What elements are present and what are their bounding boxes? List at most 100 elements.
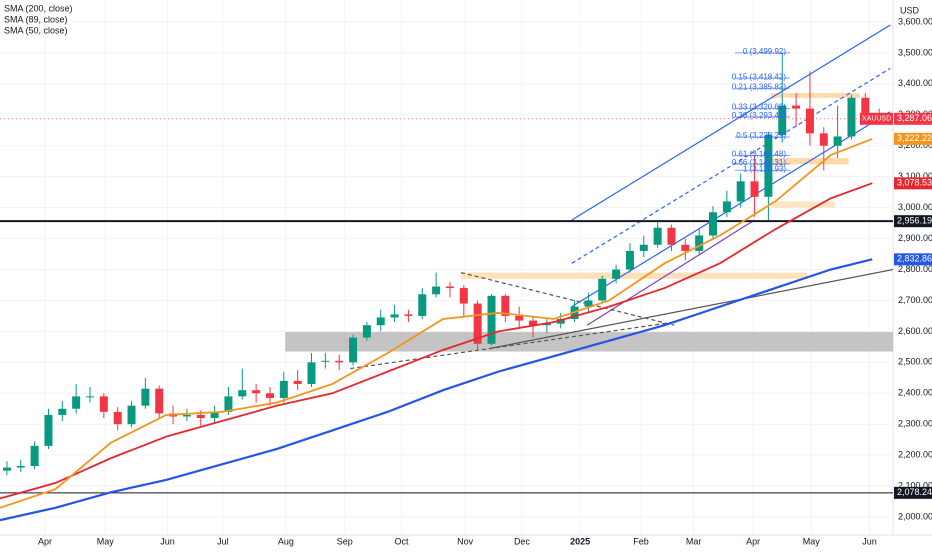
trend-line — [489, 268, 894, 350]
candle-body — [210, 411, 219, 419]
candle-body — [861, 97, 870, 115]
fib-label: 1 (3,120.93) — [743, 164, 786, 173]
price-tag — [894, 132, 932, 145]
candle-body — [293, 380, 302, 384]
zone — [771, 93, 860, 98]
candle-body — [612, 269, 621, 279]
candle-body — [44, 414, 53, 446]
candle-body — [182, 414, 191, 417]
candle-body — [625, 250, 634, 270]
price-tag — [894, 215, 932, 228]
symbol-tag-label: XAUUSD — [862, 116, 891, 123]
candle-body — [639, 244, 648, 251]
candle-body — [279, 380, 288, 398]
price-tag-label: 2,078.24 — [897, 487, 932, 497]
candle-body — [778, 105, 787, 135]
x-tick-label: Apr — [746, 536, 760, 546]
candle-body — [321, 360, 330, 362]
legend-entry: SMA (50, close) — [4, 25, 68, 35]
candle-body — [362, 325, 371, 338]
x-tick-label: 2025 — [570, 536, 590, 546]
candle-body — [722, 201, 731, 213]
candle-body — [113, 411, 122, 425]
candle-body — [390, 314, 399, 318]
x-tick-label: Aug — [278, 536, 294, 546]
fib-label: 0.66 (3,141.31) — [732, 158, 787, 167]
candle-body — [598, 278, 607, 301]
candle-body — [515, 315, 524, 321]
candle-body — [473, 303, 482, 344]
candle-body — [805, 108, 814, 134]
y-tick-label: 2,300.00 — [898, 419, 932, 429]
x-tick-label: May — [803, 536, 821, 546]
candle-body — [750, 181, 759, 197]
price-tag — [894, 177, 932, 190]
candle-body — [2, 467, 11, 471]
currency: USD — [900, 5, 920, 15]
zone — [285, 332, 894, 352]
y-tick-label: 2,100.00 — [898, 480, 932, 490]
y-tick-label: 2,700.00 — [898, 295, 932, 305]
trend-line — [350, 321, 675, 370]
y-tick-label: 3,200.00 — [898, 140, 932, 150]
candle-body — [72, 396, 81, 409]
trend-line — [460, 272, 675, 326]
symbol-tag — [860, 112, 893, 125]
candle-body — [556, 319, 565, 324]
candle-body — [709, 212, 718, 236]
fib-label: 0.21 (3,385.82) — [732, 82, 787, 91]
candle-body — [404, 314, 413, 316]
price-tag-label: 3,078.53 — [897, 178, 932, 188]
sma-line — [0, 138, 873, 509]
fib-label: 0 (3,499.92) — [743, 47, 786, 56]
candle-body — [847, 97, 856, 137]
candle-body — [265, 393, 274, 398]
candle-body — [238, 390, 247, 397]
candle-body — [335, 360, 344, 363]
trend-line — [571, 24, 891, 221]
y-tick-label: 3,400.00 — [898, 78, 932, 88]
candle-body — [99, 396, 108, 412]
x-tick-label: May — [97, 536, 115, 546]
y-tick-label: 2,500.00 — [898, 357, 932, 367]
candle-body — [224, 396, 233, 412]
y-tick-label: 3,500.00 — [898, 47, 932, 57]
candle-body — [58, 408, 67, 415]
fib-label: 0.33 (3,320.62) — [732, 103, 787, 112]
candle-body — [667, 227, 676, 245]
candle-body — [501, 295, 510, 316]
price-tag-label: 2,956.19 — [897, 216, 932, 226]
candle-body — [487, 295, 496, 344]
candle-body — [376, 317, 385, 326]
candle-body — [432, 286, 441, 295]
candle-body — [459, 288, 468, 304]
zone — [771, 201, 835, 208]
candle-body — [542, 323, 551, 326]
x-tick-label: Jun — [160, 536, 175, 546]
x-tick-label: Feb — [633, 536, 649, 546]
zone — [461, 272, 808, 279]
candle-body — [819, 133, 828, 146]
x-tick-label: Jul — [217, 536, 229, 546]
y-tick-label: 2,600.00 — [898, 326, 932, 336]
price-tag-label: 3,222.22 — [897, 133, 932, 143]
candle-body — [695, 235, 704, 251]
x-tick-label: Sep — [337, 536, 353, 546]
candle-body — [141, 388, 150, 406]
candle-body — [307, 362, 316, 384]
candle-body — [85, 396, 94, 398]
x-tick-label: Apr — [38, 536, 52, 546]
candle-body — [155, 388, 164, 414]
candle-body — [445, 286, 454, 289]
candle-body — [584, 300, 593, 307]
candle-body — [349, 337, 358, 363]
y-tick-label: 2,200.00 — [898, 450, 932, 460]
candle-body — [16, 465, 25, 468]
x-tick-label: Nov — [457, 536, 474, 546]
candle-body — [252, 390, 261, 394]
fib-label: 0.61 (3,168.48) — [732, 150, 787, 159]
candle-body — [653, 227, 662, 245]
y-tick-label: 2,400.00 — [898, 388, 932, 398]
price-tag — [894, 486, 932, 499]
